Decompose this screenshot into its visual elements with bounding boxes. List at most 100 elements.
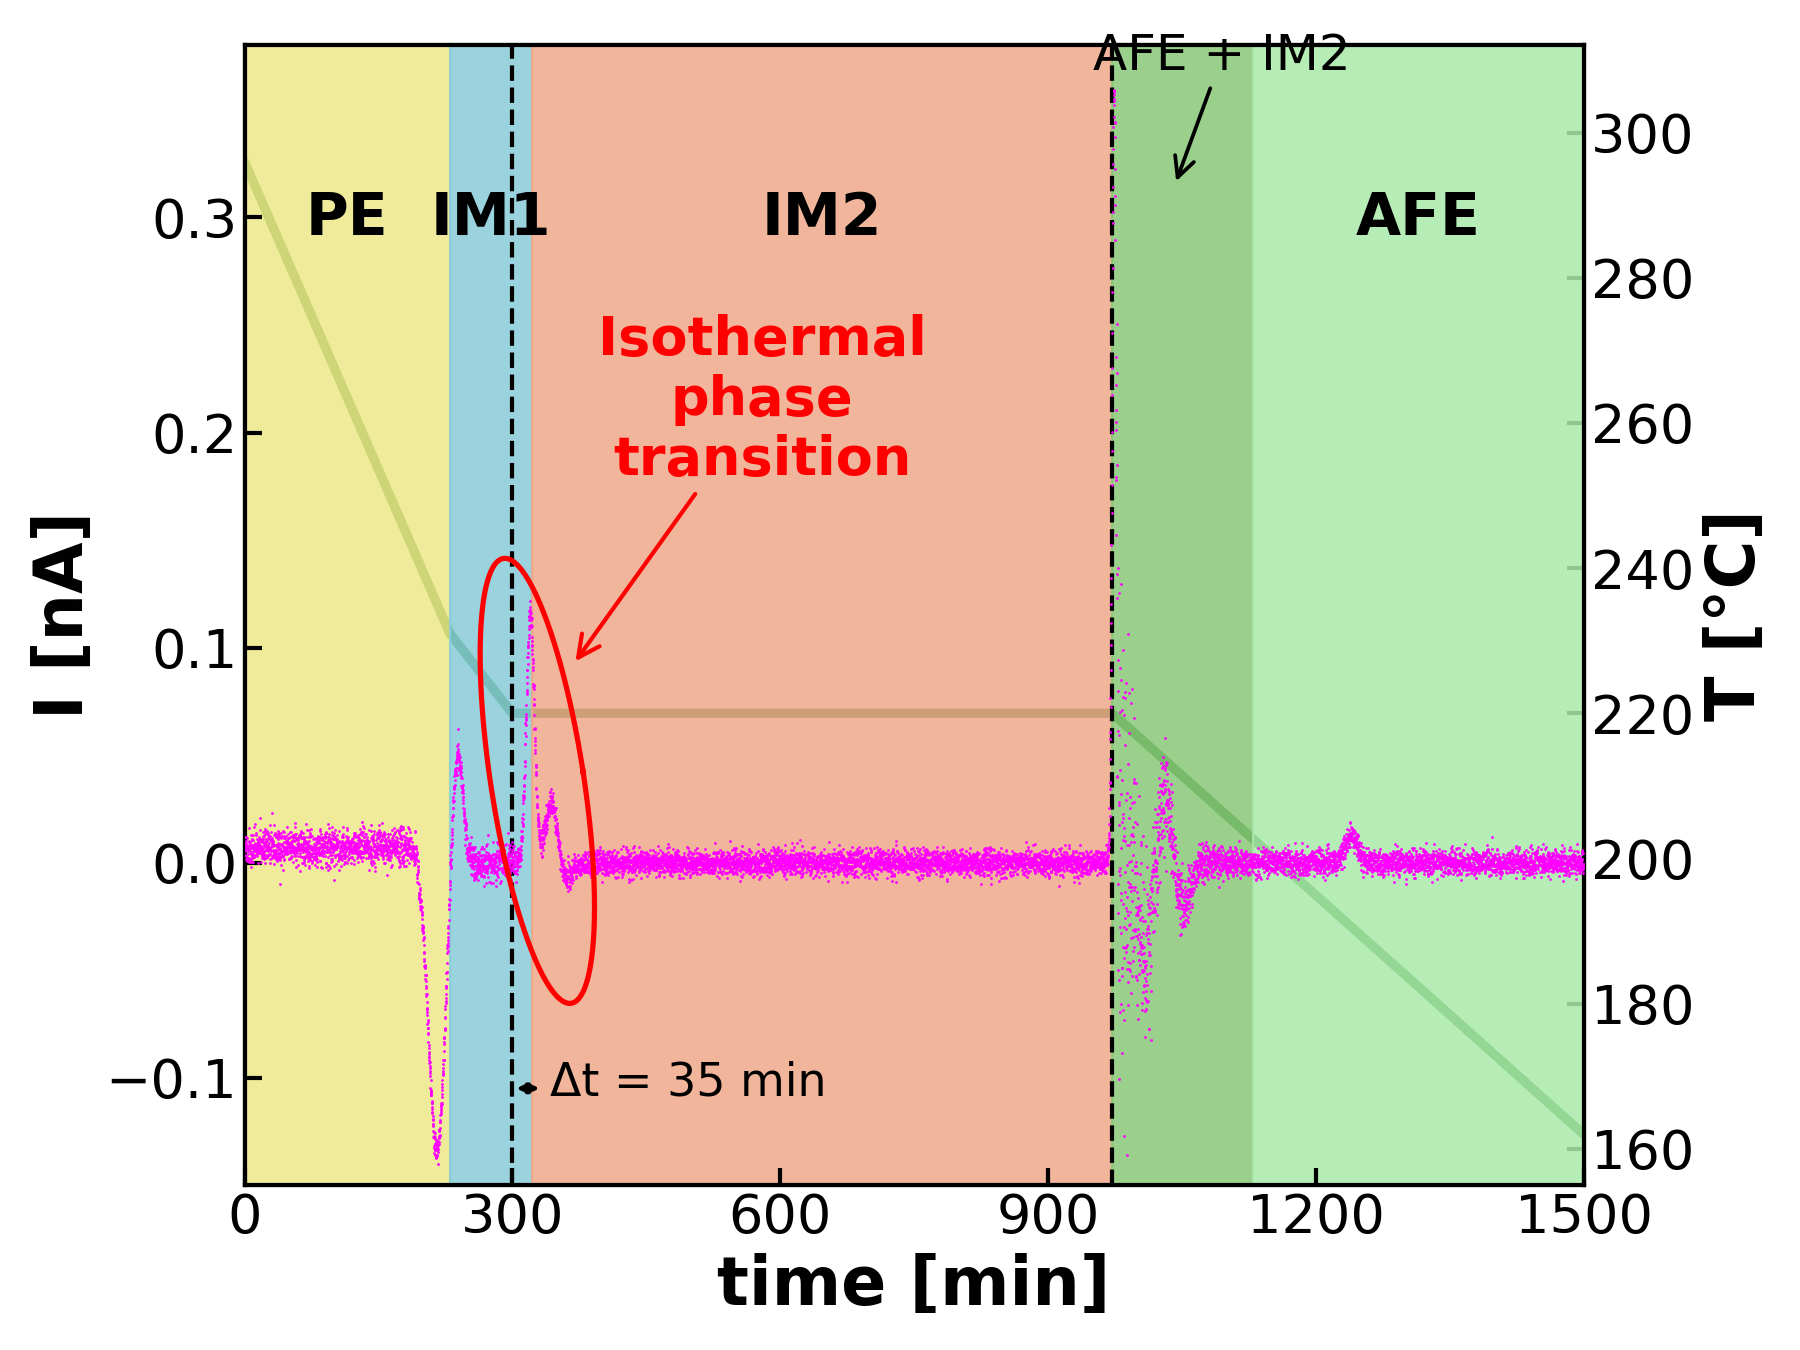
Point — [1323, 846, 1352, 868]
Point — [896, 852, 925, 873]
Point — [1303, 859, 1332, 880]
Point — [1091, 863, 1120, 884]
Point — [1562, 852, 1591, 873]
Point — [1296, 859, 1325, 880]
Point — [693, 856, 722, 878]
Point — [342, 838, 371, 860]
Point — [738, 849, 767, 871]
Point — [1505, 852, 1534, 873]
Point — [547, 848, 576, 869]
Point — [1004, 857, 1033, 879]
Point — [1298, 850, 1327, 872]
Point — [1089, 849, 1118, 871]
Point — [1494, 842, 1523, 864]
Point — [661, 855, 689, 876]
Point — [281, 838, 310, 860]
Point — [904, 868, 932, 890]
Point — [1118, 844, 1147, 865]
Point — [959, 849, 988, 871]
Point — [1377, 856, 1406, 878]
Point — [808, 844, 837, 865]
Point — [693, 853, 722, 875]
Point — [1116, 902, 1145, 923]
Point — [666, 852, 695, 873]
Point — [1096, 612, 1125, 633]
Point — [733, 849, 761, 871]
Point — [1267, 849, 1296, 871]
Point — [331, 834, 360, 856]
Point — [281, 824, 310, 845]
Point — [1179, 872, 1208, 894]
Point — [1049, 855, 1078, 876]
Point — [304, 844, 333, 865]
Point — [695, 850, 724, 872]
Point — [1382, 848, 1411, 869]
Point — [873, 840, 902, 861]
Point — [416, 1052, 445, 1073]
Point — [1505, 856, 1534, 878]
Point — [364, 838, 392, 860]
Point — [819, 859, 848, 880]
Point — [1386, 846, 1415, 868]
Point — [1363, 860, 1391, 882]
Point — [999, 849, 1028, 871]
Point — [720, 838, 749, 860]
Point — [1562, 856, 1591, 878]
Point — [1408, 840, 1436, 861]
Point — [466, 850, 495, 872]
Point — [367, 842, 396, 864]
Point — [1001, 861, 1030, 883]
Point — [328, 830, 356, 852]
Point — [1118, 965, 1147, 987]
Point — [859, 855, 887, 876]
Point — [1136, 1019, 1165, 1041]
Point — [1408, 855, 1436, 876]
Point — [1489, 850, 1517, 872]
Point — [292, 814, 320, 836]
Point — [1478, 844, 1507, 865]
Point — [288, 846, 317, 868]
Point — [1105, 969, 1134, 991]
Point — [742, 863, 770, 884]
Point — [895, 848, 923, 869]
Point — [1278, 855, 1307, 876]
Point — [774, 849, 803, 871]
Point — [1469, 842, 1498, 864]
Point — [1220, 837, 1249, 859]
Point — [790, 853, 819, 875]
Point — [797, 837, 826, 859]
Point — [1303, 848, 1332, 869]
Point — [594, 844, 623, 865]
Point — [1148, 747, 1177, 768]
Point — [873, 856, 902, 878]
Point — [779, 845, 808, 867]
Point — [916, 860, 945, 882]
Point — [266, 833, 295, 855]
Point — [355, 841, 383, 863]
Point — [1354, 857, 1382, 879]
Point — [272, 815, 301, 837]
Point — [835, 846, 864, 868]
Point — [567, 846, 596, 868]
Point — [945, 863, 974, 884]
Point — [1453, 853, 1481, 875]
Point — [1026, 860, 1055, 882]
Point — [351, 833, 380, 855]
Point — [920, 848, 949, 869]
Point — [1028, 844, 1057, 865]
Point — [1337, 822, 1366, 844]
Point — [522, 756, 551, 778]
Point — [720, 861, 749, 883]
Point — [625, 844, 653, 865]
Point — [1384, 856, 1413, 878]
Point — [236, 834, 265, 856]
Point — [241, 822, 270, 844]
Point — [958, 855, 986, 876]
Point — [477, 848, 506, 869]
Point — [1208, 856, 1237, 878]
Point — [988, 868, 1017, 890]
Point — [635, 845, 664, 867]
Point — [1111, 1125, 1139, 1146]
Point — [1278, 846, 1307, 868]
Point — [1406, 852, 1435, 873]
